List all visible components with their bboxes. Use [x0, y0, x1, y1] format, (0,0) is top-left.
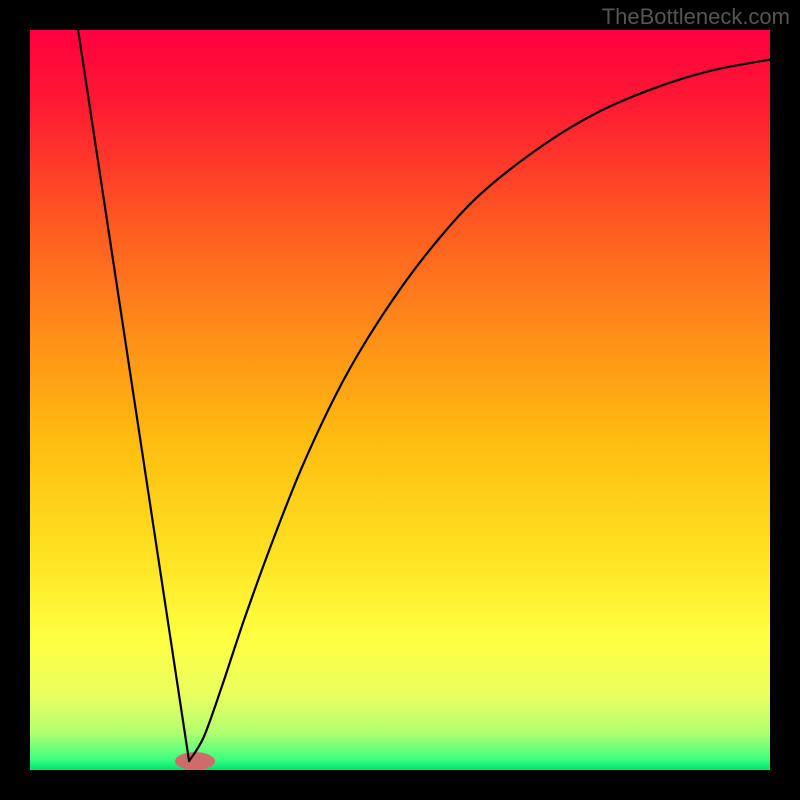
chart-svg [30, 30, 770, 770]
plot-area [30, 30, 770, 770]
gradient-background [30, 30, 770, 770]
watermark-text: TheBottleneck.com [602, 4, 790, 30]
chart-container: TheBottleneck.com [0, 0, 800, 800]
minimum-marker [175, 752, 215, 770]
